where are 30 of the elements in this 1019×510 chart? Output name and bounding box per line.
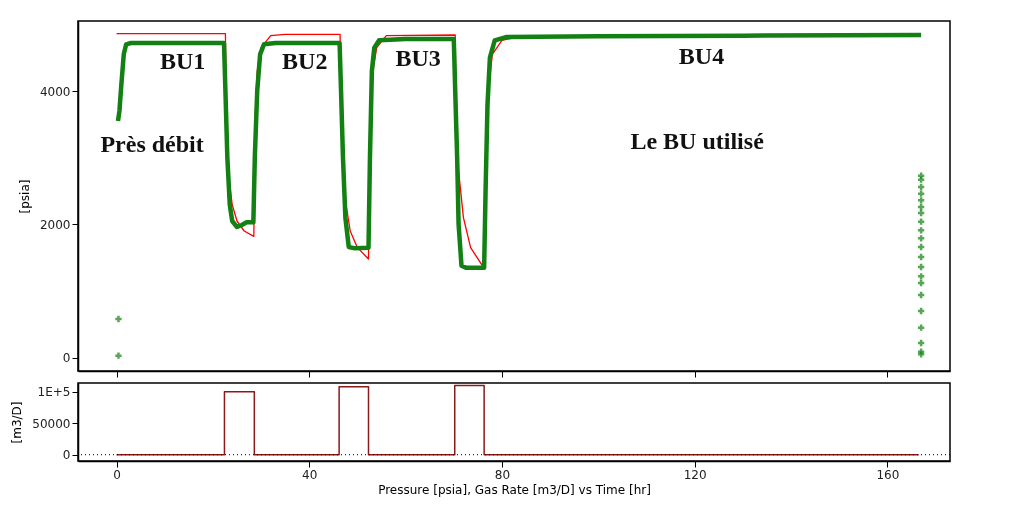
annotation: BU1 (159, 48, 206, 75)
point (917, 324, 925, 331)
x-tick-label: 0 (113, 467, 121, 482)
point (917, 235, 925, 242)
y-tick-label: 1E+5 (37, 385, 71, 400)
y-tick-label: 0 (62, 351, 71, 366)
annotation: BU4 (678, 42, 725, 69)
y-tick-label: 4000 (39, 84, 71, 99)
x-tick-label: 160 (876, 467, 900, 482)
point (917, 227, 925, 234)
y-tick-label: 50000 (32, 416, 71, 431)
point (917, 273, 925, 280)
point (917, 176, 925, 183)
x-tick-label: 120 (683, 467, 707, 482)
point (917, 197, 925, 204)
point (917, 218, 925, 225)
x-axis-title: Pressure [psia], Gas Rate [m3/D] vs Time [hr] (378, 482, 651, 497)
y-tick-label: 0 (62, 448, 71, 463)
y-tick-label: 2000 (39, 217, 71, 232)
point (115, 315, 122, 323)
point (115, 352, 122, 359)
annotation: BU2 (282, 48, 328, 75)
x-tick-label: 40 (302, 467, 318, 482)
annotation: Le BU utilisé (630, 127, 765, 154)
x-tick-label: 80 (494, 467, 511, 482)
y-axis-title: [m3/D] (10, 401, 25, 444)
annotation: Près débit (100, 131, 204, 158)
point (917, 190, 925, 197)
y-axis-title: [psia] (17, 179, 32, 214)
annotation: BU3 (395, 44, 441, 71)
